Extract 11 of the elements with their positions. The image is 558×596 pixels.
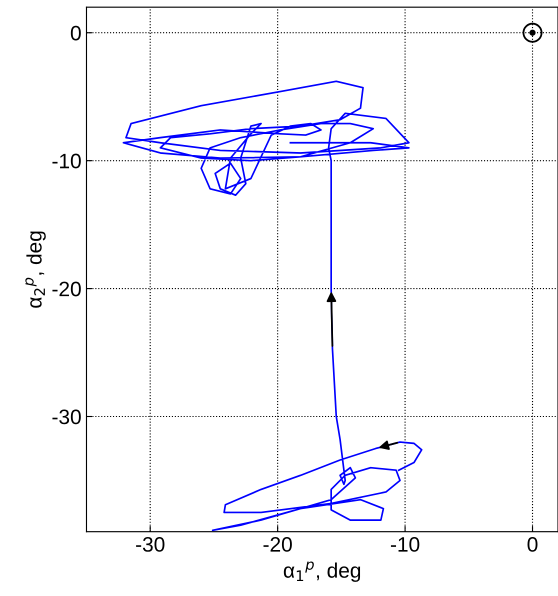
- y-tick-label: -20: [52, 282, 81, 296]
- x-tick-label: 0: [528, 537, 538, 552]
- line-series: [122, 80, 422, 532]
- x-tick-label: -30: [136, 537, 164, 552]
- x-tick-label: -10: [390, 537, 420, 552]
- x-axis-title: α$_{1}$$^{p}$, deg: [284, 561, 360, 582]
- y-tick-label: -30: [52, 410, 81, 424]
- y-axis-title: α$_{2}$$^{p}$, deg: [25, 232, 46, 308]
- y-tick-label: -10: [52, 154, 81, 168]
- y-tick-label: 0: [70, 26, 81, 40]
- x-tick-label: -20: [264, 537, 292, 552]
